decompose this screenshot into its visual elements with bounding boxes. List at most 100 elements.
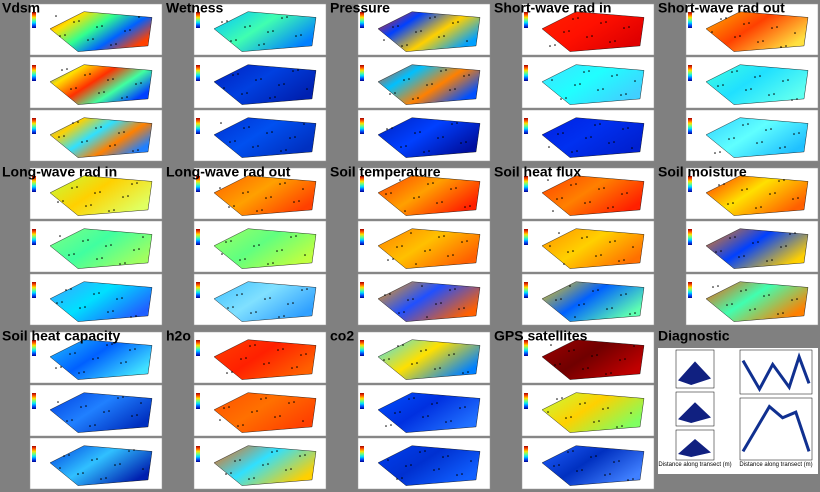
sensor-dot (274, 96, 276, 98)
sensor-dot (221, 253, 223, 255)
sensor-dot (612, 206, 614, 208)
sensor-dot (230, 240, 232, 242)
sensor-dot (242, 424, 244, 426)
field-map (213, 392, 317, 433)
field-map (213, 445, 317, 486)
sensor-dot (452, 22, 454, 24)
sensor-dot (454, 288, 456, 290)
sensor-dot (711, 31, 713, 33)
sensor-dot (736, 70, 738, 72)
sensor-dot (568, 30, 570, 32)
field-map (541, 175, 645, 216)
sensor-dot (779, 147, 781, 149)
sensor-dot (225, 241, 227, 243)
sensor-dot (113, 209, 115, 211)
mini-area (678, 402, 711, 423)
sensor-dot (563, 31, 565, 33)
sensor-dot (237, 73, 239, 75)
sensor-dot (466, 40, 468, 42)
sensor-dot (272, 30, 274, 32)
sensor-dot (232, 74, 234, 76)
sensor-dot (725, 17, 727, 19)
sensor-dot (720, 250, 722, 252)
sensor-dot (70, 88, 72, 90)
sensor-dot (717, 285, 719, 287)
sensor-dot (142, 468, 144, 470)
sensor-dot (450, 420, 452, 422)
sensor-dot (550, 344, 552, 346)
field-map (213, 281, 317, 322)
field-map (377, 228, 481, 269)
sensor-dot (65, 289, 67, 291)
sensor-dot (412, 298, 414, 300)
sensor-dot (415, 31, 417, 33)
mini-area (678, 439, 711, 457)
sensor-dot (55, 367, 57, 369)
sensor-dot (576, 150, 578, 152)
sensor-dot (773, 93, 775, 95)
panel-title: GPS satellites (494, 327, 588, 343)
panel-title: Wetness (166, 0, 224, 15)
sensor-dot (392, 258, 394, 260)
sensor-dot (232, 306, 234, 308)
sensor-dot (579, 83, 581, 85)
sensor-dot (241, 93, 243, 95)
sensor-dot (712, 286, 714, 288)
sensor-dot (748, 22, 750, 24)
sensor-dot (136, 414, 138, 416)
sensor-dot (116, 298, 118, 300)
colorbar (688, 229, 692, 245)
sensor-dot (431, 403, 433, 405)
sensor-dot (226, 372, 228, 374)
sensor-dot (417, 97, 419, 99)
sensor-dot (248, 126, 250, 128)
sensor-dot (385, 193, 387, 195)
sensor-dot (448, 354, 450, 356)
sensor-dot (549, 45, 551, 47)
sensor-dot (734, 236, 736, 238)
sensor-dot (777, 313, 779, 315)
sensor-dot (456, 474, 458, 476)
sensor-dot (107, 311, 109, 313)
panel: Pressure (330, 0, 491, 162)
sensor-dot (429, 249, 431, 251)
sensor-dot (241, 293, 243, 295)
sensor-dot (611, 307, 613, 309)
sensor-dot (84, 306, 86, 308)
sensor-dot (103, 91, 105, 93)
panel: h2o (166, 327, 327, 490)
sensor-dot (128, 450, 130, 452)
sensor-dot (411, 363, 413, 365)
colorbar (196, 176, 200, 192)
sensor-dot (96, 26, 98, 28)
colorbar (688, 65, 692, 81)
sensor-dot (281, 249, 283, 251)
sensor-dot (396, 246, 398, 248)
sensor-dot (590, 456, 592, 458)
sensor-dot (85, 405, 87, 407)
sensor-dot (260, 78, 262, 80)
sensor-dot (124, 30, 126, 32)
sensor-dot (434, 368, 436, 370)
sensor-dot (443, 235, 445, 237)
sensor-dot (112, 78, 114, 80)
sensor-dot (109, 145, 111, 147)
line-plot (739, 349, 813, 395)
sensor-dot (76, 186, 78, 188)
sensor-dot (785, 245, 787, 247)
colorbar (32, 229, 36, 245)
colorbar (524, 282, 528, 298)
sensor-dot (73, 21, 75, 23)
panel: Soil moisture (658, 163, 819, 326)
sensor-dot (142, 236, 144, 238)
sensor-dot (457, 21, 459, 23)
sensor-dot (739, 35, 741, 37)
sensor-dot (567, 251, 569, 253)
sensor-dot (265, 197, 267, 199)
sensor-dot (437, 137, 439, 139)
sensor-dot (449, 289, 451, 291)
field-map (213, 339, 317, 380)
sensor-dot (588, 70, 590, 72)
sensor-dot (741, 189, 743, 191)
sensor-dot (745, 89, 747, 91)
